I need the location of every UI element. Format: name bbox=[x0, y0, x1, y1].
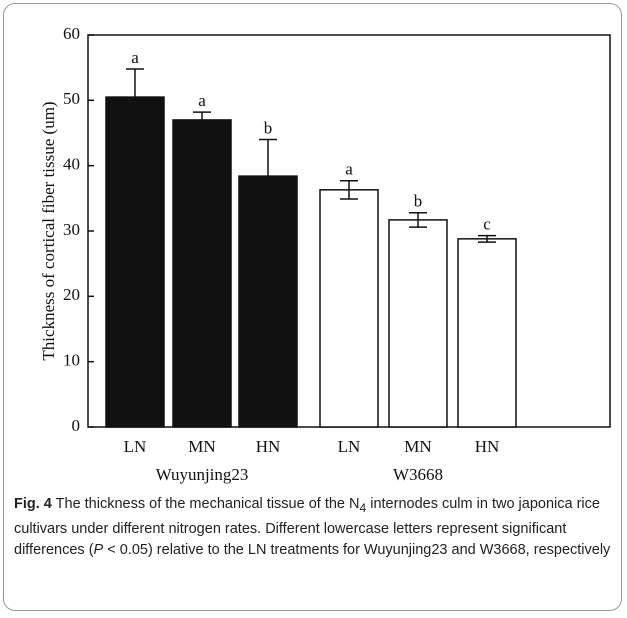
caption-sub: 4 bbox=[359, 500, 367, 515]
y-tick-label: 0 bbox=[72, 416, 81, 435]
caption-label: Fig. 4 bbox=[14, 496, 52, 512]
x-tick-label: HN bbox=[256, 437, 281, 456]
x-tick-label: LN bbox=[338, 437, 361, 456]
chart: Thickness of cortical fiber tissue (um) … bbox=[39, 24, 611, 484]
group-label: Wuyunjing23 bbox=[156, 465, 249, 484]
caption-text: < 0.05) relative to the LN treatments fo… bbox=[103, 541, 611, 558]
bar bbox=[457, 238, 517, 428]
annotation: a bbox=[198, 91, 206, 110]
caption-text: internodes culm in two japonica rice cul… bbox=[14, 496, 600, 558]
bar bbox=[319, 189, 379, 428]
figure-frame bbox=[3, 3, 622, 611]
x-tick-label: LN bbox=[124, 437, 147, 456]
bar bbox=[105, 96, 165, 428]
bar bbox=[172, 119, 232, 428]
error-bar bbox=[126, 68, 144, 126]
annotation: c bbox=[483, 214, 491, 233]
y-tick-label: 20 bbox=[63, 285, 80, 304]
caption-text: The thickness of the mechanical tissue o… bbox=[51, 496, 360, 512]
annotation: a bbox=[131, 48, 139, 67]
y-tick-label: 10 bbox=[63, 351, 80, 370]
x-tick-label: HN bbox=[475, 437, 500, 456]
y-axis-label: Thickness of cortical fiber tissue (um) bbox=[39, 101, 58, 360]
y-tick-label: 40 bbox=[63, 155, 80, 174]
y-tick-label: 30 bbox=[63, 220, 80, 239]
group-label: W3668 bbox=[393, 465, 443, 484]
error-bar bbox=[478, 234, 496, 243]
bar bbox=[238, 175, 298, 428]
y-tick-label: 60 bbox=[63, 24, 80, 43]
annotation: a bbox=[345, 160, 353, 179]
x-tick-label: MN bbox=[404, 437, 431, 456]
error-bar bbox=[340, 179, 358, 200]
x-tick-label: MN bbox=[188, 437, 215, 456]
bar bbox=[388, 219, 448, 428]
error-bar bbox=[193, 111, 211, 129]
error-bar bbox=[259, 138, 277, 214]
error-bar bbox=[409, 211, 427, 228]
caption-italic: P bbox=[93, 541, 104, 558]
annotation: b bbox=[414, 192, 423, 211]
caption: Fig. 4 The thickness of the mechanical t… bbox=[14, 494, 614, 561]
annotation: b bbox=[264, 118, 273, 137]
y-tick-label: 50 bbox=[63, 89, 80, 108]
